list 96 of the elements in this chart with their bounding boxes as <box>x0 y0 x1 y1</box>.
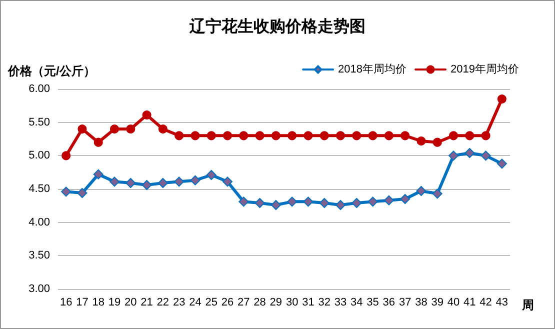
x-tick-label: 24 <box>189 296 202 308</box>
y-axis-title: 价格（元/公斤） <box>7 64 96 78</box>
point <box>206 170 216 180</box>
point <box>432 188 442 199</box>
point <box>304 131 313 140</box>
point <box>77 188 88 198</box>
point <box>222 176 232 187</box>
x-tick-label: 18 <box>92 296 104 308</box>
x-tick-label: 38 <box>415 296 428 308</box>
point <box>78 124 87 134</box>
point <box>465 131 474 140</box>
point <box>126 124 136 134</box>
x-tick-label: 40 <box>447 296 460 308</box>
point <box>288 131 297 140</box>
point <box>497 94 506 104</box>
x-tick-label: 27 <box>238 296 250 308</box>
point <box>110 124 119 134</box>
x-tick-label: 28 <box>254 296 266 308</box>
x-tick-label: 21 <box>140 296 153 308</box>
x-tick-label: 31 <box>302 296 314 308</box>
point <box>384 131 394 140</box>
x-tick-label: 42 <box>480 296 492 308</box>
point <box>271 131 280 140</box>
point <box>416 186 426 196</box>
point <box>368 131 378 140</box>
chart-title: 辽宁花生收购价格走势图 <box>188 16 366 36</box>
point <box>206 131 216 140</box>
legend-label: 2019年周均价 <box>450 64 520 76</box>
point <box>223 131 232 140</box>
x-tick-label: 37 <box>398 296 412 308</box>
point <box>303 196 314 207</box>
point <box>319 198 330 208</box>
point <box>449 131 458 140</box>
point <box>190 131 200 140</box>
point <box>400 131 410 140</box>
point <box>432 138 442 147</box>
point <box>464 148 475 158</box>
x-tick-label: 19 <box>108 296 121 308</box>
point <box>400 194 410 204</box>
point <box>158 124 168 134</box>
x-tick-label: 33 <box>334 296 347 308</box>
x-tick-label: 35 <box>366 296 379 308</box>
x-tick-label: 22 <box>156 296 170 308</box>
point <box>61 186 72 197</box>
point <box>496 158 507 169</box>
x-tick-label: 16 <box>60 296 72 308</box>
point <box>174 176 184 187</box>
y-tick-label: 3.00 <box>28 283 50 295</box>
point <box>287 196 298 207</box>
point <box>190 175 200 186</box>
x-tick-label: 20 <box>124 296 137 308</box>
point <box>239 131 248 140</box>
point <box>336 131 345 140</box>
point <box>158 178 168 188</box>
x-tick-label: 34 <box>350 296 363 308</box>
point <box>255 131 264 140</box>
point <box>320 131 329 140</box>
point <box>238 196 249 207</box>
x-tick-label: 26 <box>221 296 234 308</box>
x-tick-label: 32 <box>318 296 330 308</box>
x-tick-label: 25 <box>205 296 218 308</box>
point <box>384 195 394 206</box>
y-tick-label: 5.50 <box>28 116 50 128</box>
point <box>126 178 136 188</box>
x-tick-label: 41 <box>464 296 476 308</box>
x-axis-title: 周 <box>521 298 534 312</box>
point <box>142 110 152 120</box>
point <box>352 198 362 208</box>
legend-label: 2018年周均价 <box>338 64 407 76</box>
x-tick-label: 39 <box>431 296 444 308</box>
point <box>480 150 491 161</box>
x-tick-label: 30 <box>286 296 298 308</box>
point <box>254 198 265 208</box>
point <box>174 131 184 140</box>
point <box>352 131 362 140</box>
x-tick-label: 29 <box>270 296 282 308</box>
x-tick-label: 23 <box>172 296 186 308</box>
y-tick-label: 6.00 <box>28 83 50 95</box>
y-tick-label: 5.00 <box>28 150 50 162</box>
y-tick-label: 3.50 <box>28 250 50 262</box>
point <box>448 150 458 161</box>
x-tick-label: 36 <box>382 296 396 308</box>
point <box>110 176 120 187</box>
x-tick-label: 17 <box>76 296 88 308</box>
point <box>336 200 346 210</box>
point <box>62 151 71 160</box>
point <box>93 169 104 180</box>
point <box>142 180 152 190</box>
y-tick-label: 4.50 <box>28 183 50 195</box>
point <box>94 138 103 147</box>
point <box>481 131 490 140</box>
point <box>270 200 281 210</box>
point <box>368 196 378 207</box>
x-tick-label: 43 <box>496 296 508 308</box>
y-tick-label: 4.00 <box>28 216 50 228</box>
point <box>416 136 426 146</box>
